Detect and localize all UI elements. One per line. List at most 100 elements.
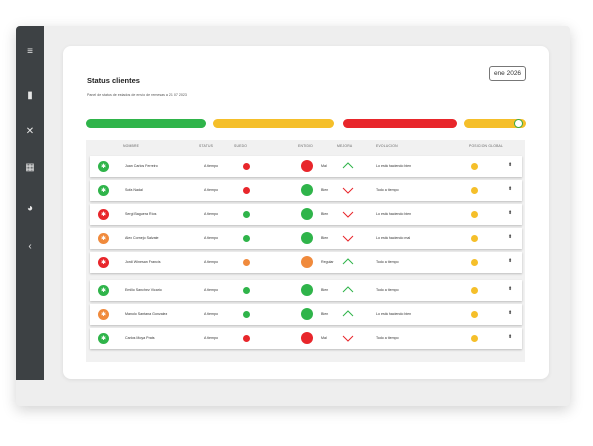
expand-icon[interactable]: ⬍ <box>508 186 513 192</box>
status-text: A tiempo <box>204 164 218 168</box>
entity-status-dot <box>301 232 313 244</box>
client-name: Sergi Baguera Ríos <box>125 212 157 216</box>
entity-label: Bien <box>321 288 329 292</box>
page-subtitle: Panel de status de estados de envío de r… <box>87 93 187 97</box>
client-name: Carlos Moya Prats <box>125 336 155 340</box>
trend-up-icon <box>342 310 354 317</box>
expand-icon[interactable]: ⬍ <box>508 310 513 316</box>
toggle-knob[interactable] <box>514 119 523 128</box>
trend-down-icon <box>342 235 354 242</box>
entity-label: Regular <box>321 260 334 264</box>
table-row[interactable]: ✱ Sergi Baguera Ríos A tiempo Bien Lo está h… <box>90 204 522 225</box>
salary-status-dot <box>243 211 250 218</box>
pie-icon[interactable]: ◕ <box>26 202 34 214</box>
avatar-icon: ✱ <box>98 233 109 244</box>
entity-label: Bien <box>321 188 329 192</box>
summary-bar-4[interactable] <box>464 119 526 128</box>
table-row[interactable]: ✱ Alex Cornejo Salvate A tiempo Bien Lo está… <box>90 228 522 249</box>
avatar-icon: ✱ <box>98 257 109 268</box>
global-position-dot <box>471 211 478 218</box>
entity-status-dot <box>301 308 313 320</box>
client-name: Sofa Nadal <box>125 188 143 192</box>
table-row[interactable]: ✱ Carlos Moya Prats A tiempo Mal Todo a tiem… <box>90 328 522 349</box>
global-position-dot <box>471 335 478 342</box>
column-header: SUEDO <box>234 144 248 148</box>
table-header: NOMBRE STATUS SUEDO ENTIDID MEJORA EVOLUCION P… <box>86 140 525 153</box>
entity-label: Mal <box>321 336 327 340</box>
avatar-icon: ✱ <box>98 333 109 344</box>
evolution-text: Todo a tiempo <box>376 288 399 292</box>
expand-icon[interactable]: ⬍ <box>508 162 513 168</box>
summary-bar-2 <box>213 119 334 128</box>
device-icon[interactable]: ▮ <box>27 89 33 101</box>
expand-icon[interactable]: ⬍ <box>508 258 513 264</box>
entity-label: Bien <box>321 212 329 216</box>
entity-label: Bien <box>321 236 329 240</box>
table-row[interactable]: ✱ Emilio Sanchez Vicario A tiempo Bien Todo … <box>90 280 522 301</box>
avatar-icon: ✱ <box>98 309 109 320</box>
salary-status-dot <box>243 259 250 266</box>
trend-up-icon <box>342 258 354 265</box>
column-header: ENTIDID <box>298 144 313 148</box>
client-name: Alex Cornejo Salvate <box>125 236 159 240</box>
salary-status-dot <box>243 287 250 294</box>
entity-label: Bien <box>321 312 329 316</box>
trend-up-icon <box>342 286 354 293</box>
chevron-left-icon[interactable]: ‹ <box>28 240 32 252</box>
global-position-dot <box>471 259 478 266</box>
close-icon[interactable]: ✕ <box>25 125 35 137</box>
global-position-dot <box>471 235 478 242</box>
global-position-dot <box>471 187 478 194</box>
evolution-text: Todo a tiempo <box>376 260 399 264</box>
entity-status-dot <box>301 256 313 268</box>
evolution-text: Lo está haciendo bien <box>376 312 412 316</box>
menu-icon[interactable]: ≡ <box>27 45 33 57</box>
evolution-text: Todo a tiempo <box>376 188 399 192</box>
client-name: Emilio Sanchez Vicario <box>125 288 162 292</box>
trend-up-icon <box>342 162 354 169</box>
main-panel: Status clientes Panel de status de estad… <box>63 46 549 379</box>
clients-table: NOMBRE STATUS SUEDO ENTIDID MEJORA EVOLUCION P… <box>86 140 525 362</box>
evolution-text: Todo a tiempo <box>376 336 399 340</box>
salary-status-dot <box>243 335 250 342</box>
entity-status-dot <box>301 184 313 196</box>
global-position-dot <box>471 163 478 170</box>
expand-icon[interactable]: ⬍ <box>508 234 513 240</box>
table-row[interactable]: ✱ Sofa Nadal A tiempo Bien Todo a tiempo ⬍ <box>90 180 522 201</box>
global-position-dot <box>471 311 478 318</box>
entity-status-dot <box>301 160 313 172</box>
column-header: POSICION GLOBAL <box>469 144 504 148</box>
global-position-dot <box>471 287 478 294</box>
avatar-icon: ✱ <box>98 285 109 296</box>
client-name: Manolo Santana Gonzalez <box>125 312 168 316</box>
avatar-icon: ✱ <box>98 161 109 172</box>
evolution-text: Lo está haciendo bien <box>376 212 412 216</box>
status-text: A tiempo <box>204 260 218 264</box>
expand-icon[interactable]: ⬍ <box>508 210 513 216</box>
salary-status-dot <box>243 187 250 194</box>
trend-down-icon <box>342 335 354 342</box>
status-text: A tiempo <box>204 236 218 240</box>
column-header: NOMBRE <box>123 144 140 148</box>
status-text: A tiempo <box>204 312 218 316</box>
chart-icon[interactable]: ▦ <box>25 161 35 173</box>
status-text: A tiempo <box>204 188 218 192</box>
table-row[interactable]: ✱ Jordi Winesan Francis A tiempo Regular Tod… <box>90 252 522 273</box>
sidebar: ≡ ▮ ✕ ▦ ◕ ‹ <box>16 26 44 380</box>
column-header: EVOLUCION <box>376 144 398 148</box>
page-title: Status clientes <box>87 76 140 85</box>
table-row[interactable]: ✱ Juan Carlos Ferreiro A tiempo Mal Lo está … <box>90 156 522 177</box>
entity-status-dot <box>301 284 313 296</box>
expand-icon[interactable]: ⬍ <box>508 286 513 292</box>
expand-icon[interactable]: ⬍ <box>508 334 513 340</box>
column-header: MEJORA <box>337 144 353 148</box>
date-selector[interactable]: ene 2026 <box>489 66 526 81</box>
trend-down-icon <box>342 187 354 194</box>
summary-bar-3 <box>343 119 457 128</box>
column-header: STATUS <box>199 144 214 148</box>
entity-label: Mal <box>321 164 327 168</box>
salary-status-dot <box>243 163 250 170</box>
entity-status-dot <box>301 332 313 344</box>
table-row[interactable]: ✱ Manolo Santana Gonzalez A tiempo Bien Lo e… <box>90 304 522 325</box>
client-name: Juan Carlos Ferreiro <box>125 164 158 168</box>
